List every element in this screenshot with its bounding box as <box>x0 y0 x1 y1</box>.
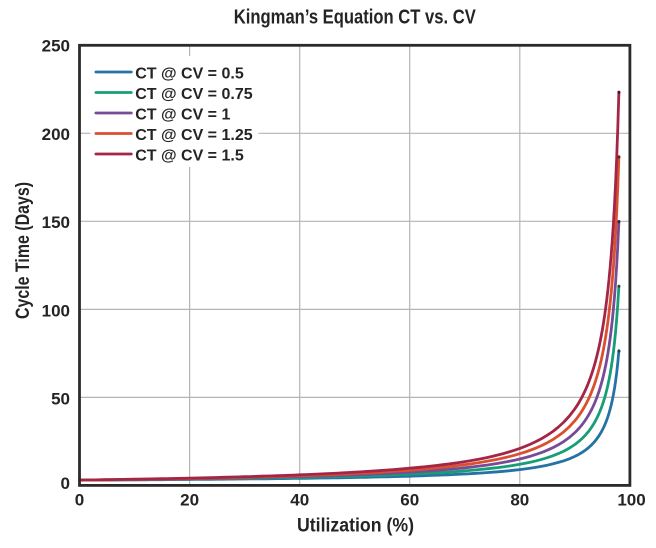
svg-text:80: 80 <box>510 491 529 510</box>
svg-text:CT @ CV = 1: CT @ CV = 1 <box>135 107 230 124</box>
svg-text:Cycle Time (Days): Cycle Time (Days) <box>13 182 34 319</box>
svg-text:CT @ CV = 0.75: CT @ CV = 0.75 <box>135 86 253 103</box>
svg-text:Kingman’s Equation CT vs. CV: Kingman’s Equation CT vs. CV <box>234 6 477 28</box>
svg-text:CT @ CV = 1.25: CT @ CV = 1.25 <box>135 127 253 144</box>
svg-text:60: 60 <box>400 491 419 510</box>
svg-text:250: 250 <box>42 37 70 56</box>
svg-text:150: 150 <box>42 213 70 232</box>
svg-text:200: 200 <box>42 125 70 144</box>
svg-text:40: 40 <box>290 491 309 510</box>
svg-text:CT @ CV = 1.5: CT @ CV = 1.5 <box>135 148 244 165</box>
svg-text:50: 50 <box>51 390 70 409</box>
svg-text:100: 100 <box>617 491 645 510</box>
svg-text:20: 20 <box>180 491 199 510</box>
svg-text:100: 100 <box>42 302 70 321</box>
svg-text:0: 0 <box>75 491 84 510</box>
svg-text:CT @ CV = 0.5: CT @ CV = 0.5 <box>135 66 244 83</box>
svg-text:Utilization (%): Utilization (%) <box>297 516 414 537</box>
svg-text:0: 0 <box>61 474 70 493</box>
